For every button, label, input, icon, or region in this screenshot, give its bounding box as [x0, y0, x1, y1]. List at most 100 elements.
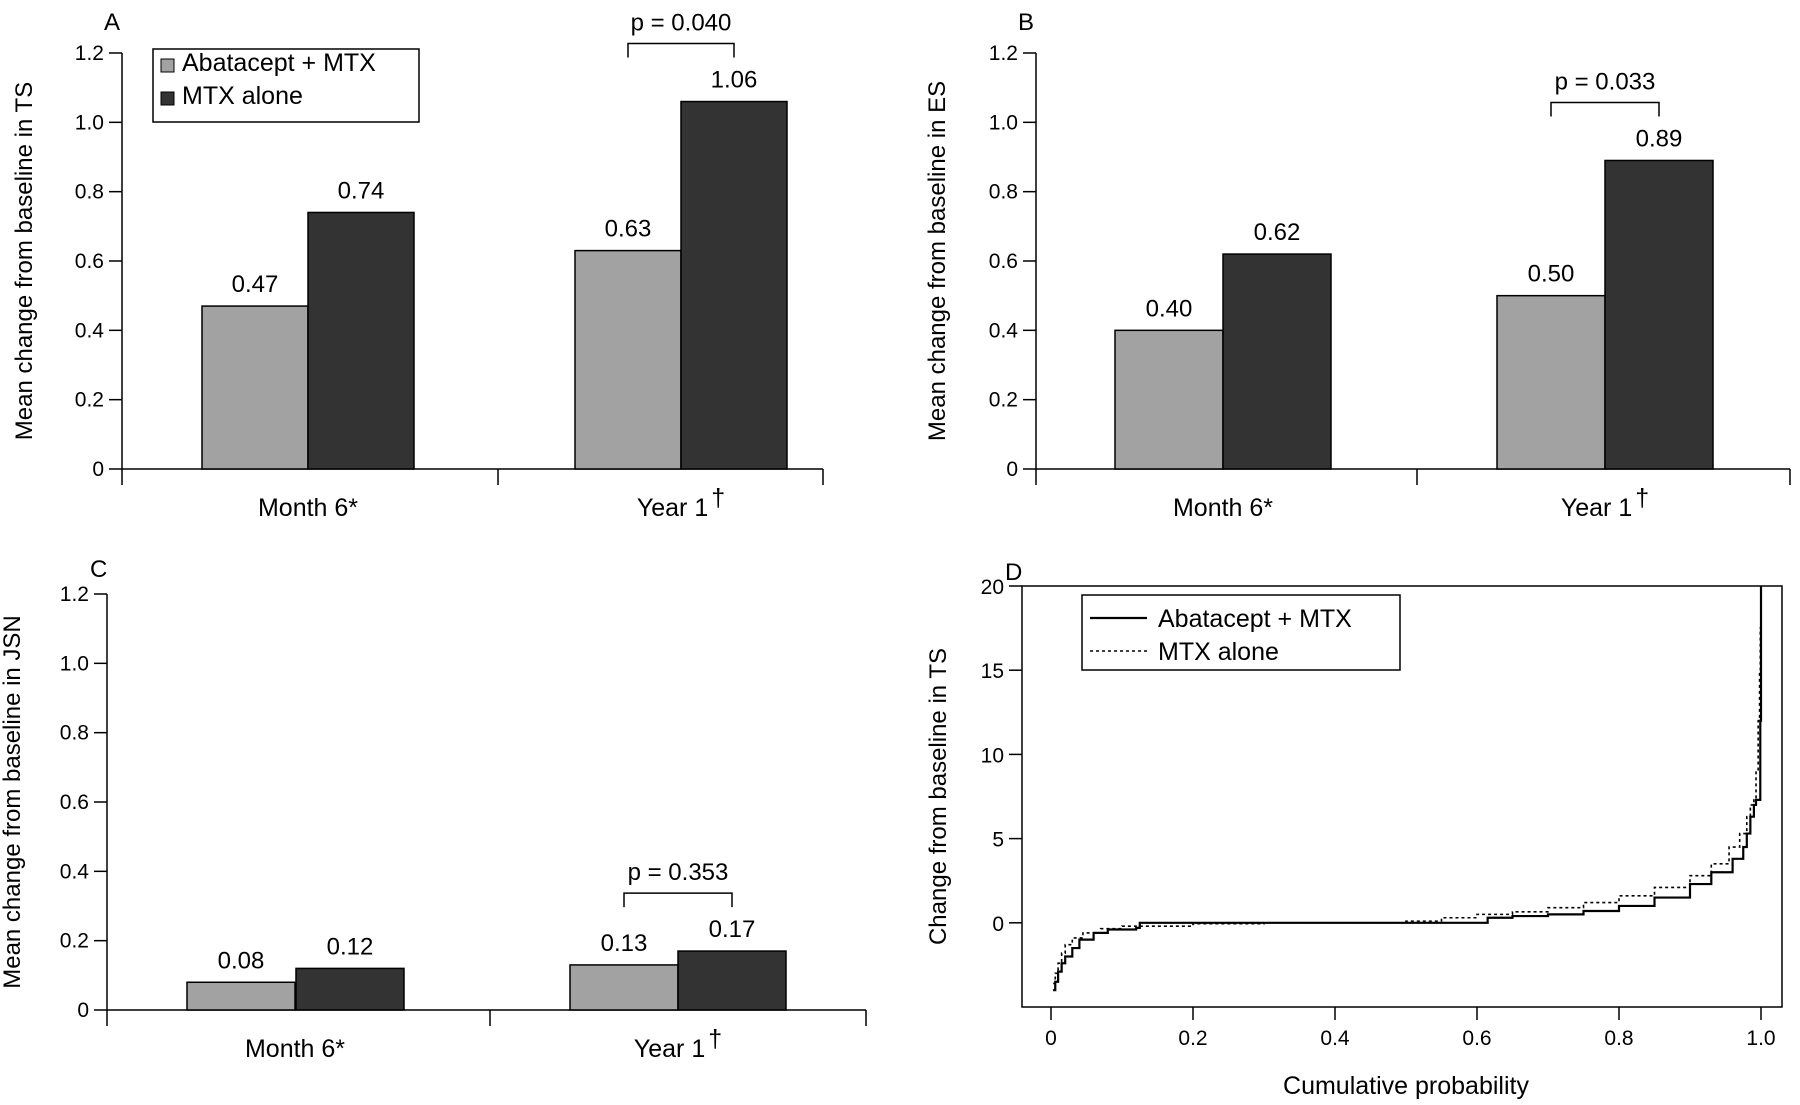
y-tick-label: 1.0 [60, 652, 89, 675]
legend-entry: Abatacept + MTX [182, 49, 376, 77]
y-tick-label: 0.2 [989, 389, 1018, 412]
x-tick-label: 0.6 [1462, 1027, 1491, 1050]
y-tick-label: 0 [992, 913, 1004, 936]
bar [1114, 329, 1224, 470]
x-tick-label: 0 [1045, 1027, 1057, 1050]
bar-value-label: 0.40 [1146, 295, 1193, 322]
y-axis-title: Change from baseline in TS [925, 648, 952, 945]
panel-label: B [1018, 9, 1034, 36]
y-tick-label: 1.2 [75, 42, 104, 65]
category-label-text: Month 6* [245, 1035, 345, 1063]
category-label-text: Year 1 [1561, 494, 1632, 522]
category-footnote-mark: † [1635, 484, 1649, 512]
category-label: Year 1 † [634, 1025, 722, 1063]
y-axis-title: Mean change from baseline in ES [924, 81, 951, 441]
y-tick-label: 0 [1006, 458, 1018, 481]
p-value-bracket [627, 42, 735, 58]
panel-b: B 0 0.2 0.4 0.6 0.8 1.0 1.2 Mean change from bas… [924, 9, 1791, 522]
panel-a: A 0 0.2 0.4 0.6 0.8 1.0 1.2 Mean change from bas… [11, 9, 824, 522]
bar-value-label: 0.89 [1636, 125, 1683, 152]
category-footnote-mark: † [711, 484, 725, 512]
legend-entry: MTX alone [182, 82, 303, 110]
category-label-text: Month 6* [1173, 494, 1273, 522]
bar-value-label: 0.63 [605, 216, 652, 243]
bar-value-label: 0.17 [709, 916, 756, 943]
category-label-text: Year 1 [637, 494, 708, 522]
plot-frame [1021, 585, 1783, 1008]
category-label-text: Month 6* [258, 494, 358, 522]
bar [307, 211, 415, 470]
y-tick-label: 0.4 [60, 860, 90, 883]
panel-d: D 0 5 10 15 20 0 0.2 0.4 0.6 0.8 1.0 Change from bas… [925, 559, 1783, 1100]
y-tick-label: 5 [992, 829, 1004, 852]
panel-c: C 0 0.2 0.4 0.6 0.8 1.0 1.2 Mean change from bas… [0, 556, 867, 1063]
y-tick-label: 1.2 [989, 42, 1018, 65]
bar [569, 964, 679, 1011]
category-label: Month 6* [1173, 494, 1273, 522]
bar [186, 981, 296, 1011]
x-tick-label: 0.8 [1604, 1027, 1633, 1050]
legend: Abatacept + MTX MTX alone [1081, 594, 1401, 671]
bar [1496, 294, 1606, 470]
y-tick-label: 0.6 [75, 250, 104, 273]
category-label: Year 1 † [1561, 484, 1649, 522]
bar [201, 305, 309, 470]
y-axis-title: Mean change from baseline in TS [11, 82, 38, 440]
legend-entry: MTX alone [1158, 638, 1279, 666]
p-value-label: p = 0.353 [628, 859, 729, 886]
p-value-bracket [623, 892, 733, 908]
p-value-bracket [1550, 101, 1660, 117]
x-axis-title: Cumulative probability [1283, 1072, 1529, 1100]
y-tick-label: 0.6 [989, 250, 1018, 273]
bar-value-label: 0.50 [1528, 261, 1575, 288]
category-label: Month 6* [245, 1035, 345, 1063]
bar [295, 967, 405, 1011]
legend: Abatacept + MTX MTX alone [152, 48, 420, 123]
y-tick-label: 15 [981, 660, 1004, 683]
series-line [1053, 586, 1762, 985]
bar-value-label: 0.47 [232, 271, 279, 298]
x-tick-label: 1.0 [1746, 1027, 1775, 1050]
panel-label: A [104, 9, 120, 36]
category-label: Month 6* [258, 494, 358, 522]
y-tick-label: 1.2 [60, 583, 89, 606]
y-tick-label: 0 [77, 999, 89, 1022]
x-tick-label: 0.2 [1178, 1027, 1207, 1050]
panel-label: D [1005, 559, 1022, 586]
x-tick-label: 0.4 [1320, 1027, 1350, 1050]
y-tick-label: 0.6 [60, 791, 89, 814]
category-label-text: Year 1 [634, 1035, 705, 1063]
p-value-label: p = 0.033 [1555, 68, 1656, 95]
bar-value-label: 0.74 [338, 177, 385, 204]
y-tick-label: 0.8 [60, 722, 89, 745]
series-line [1053, 586, 1763, 992]
y-tick-label: 0.2 [60, 930, 89, 953]
bar [677, 950, 787, 1011]
bar-value-label: 0.12 [327, 933, 374, 960]
legend-swatch [160, 58, 175, 73]
y-tick-label: 1.0 [989, 111, 1018, 134]
category-footnote-mark: † [708, 1025, 722, 1053]
bar-value-label: 0.13 [601, 930, 648, 957]
y-tick-label: 0.4 [75, 319, 105, 342]
p-value-label: p = 0.040 [631, 10, 732, 37]
y-tick-label: 0.4 [989, 319, 1019, 342]
y-tick-label: 0.8 [75, 181, 104, 204]
bar [1604, 159, 1714, 470]
y-tick-label: 20 [981, 576, 1004, 599]
y-tick-label: 0 [92, 458, 104, 481]
bar [680, 100, 788, 470]
legend-box [152, 48, 420, 123]
bar-value-label: 0.62 [1254, 219, 1301, 246]
y-tick-label: 1.0 [75, 111, 104, 134]
legend-entry: Abatacept + MTX [1158, 605, 1352, 633]
panel-label: C [90, 556, 107, 583]
y-tick-label: 0.2 [75, 389, 104, 412]
y-tick-label: 0.8 [989, 181, 1018, 204]
category-label: Year 1 † [637, 484, 725, 522]
bar [1222, 253, 1332, 470]
bar-value-label: 1.06 [711, 67, 758, 94]
legend-swatch [160, 91, 175, 106]
legend-box [1081, 594, 1401, 671]
